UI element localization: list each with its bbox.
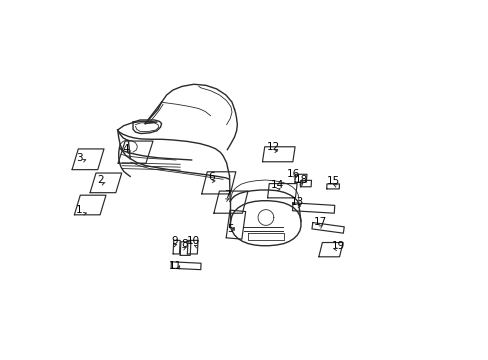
Text: 15: 15 [326, 176, 339, 186]
Text: 17: 17 [313, 217, 326, 227]
Text: 13: 13 [290, 197, 304, 207]
Text: 10: 10 [187, 237, 200, 247]
Text: 3: 3 [76, 153, 82, 163]
Text: 7: 7 [224, 190, 230, 200]
Text: 4: 4 [122, 144, 129, 154]
Text: 11: 11 [169, 261, 182, 271]
Text: 5: 5 [227, 224, 234, 234]
Text: 2: 2 [97, 175, 103, 185]
Text: 6: 6 [208, 172, 215, 182]
Text: 1: 1 [76, 205, 82, 215]
Text: 8: 8 [181, 239, 187, 249]
Text: 18: 18 [294, 175, 307, 185]
Text: 9: 9 [171, 236, 178, 246]
Text: 19: 19 [331, 241, 344, 251]
Text: 12: 12 [266, 142, 280, 152]
Text: 14: 14 [270, 180, 284, 190]
Text: 16: 16 [286, 168, 300, 179]
